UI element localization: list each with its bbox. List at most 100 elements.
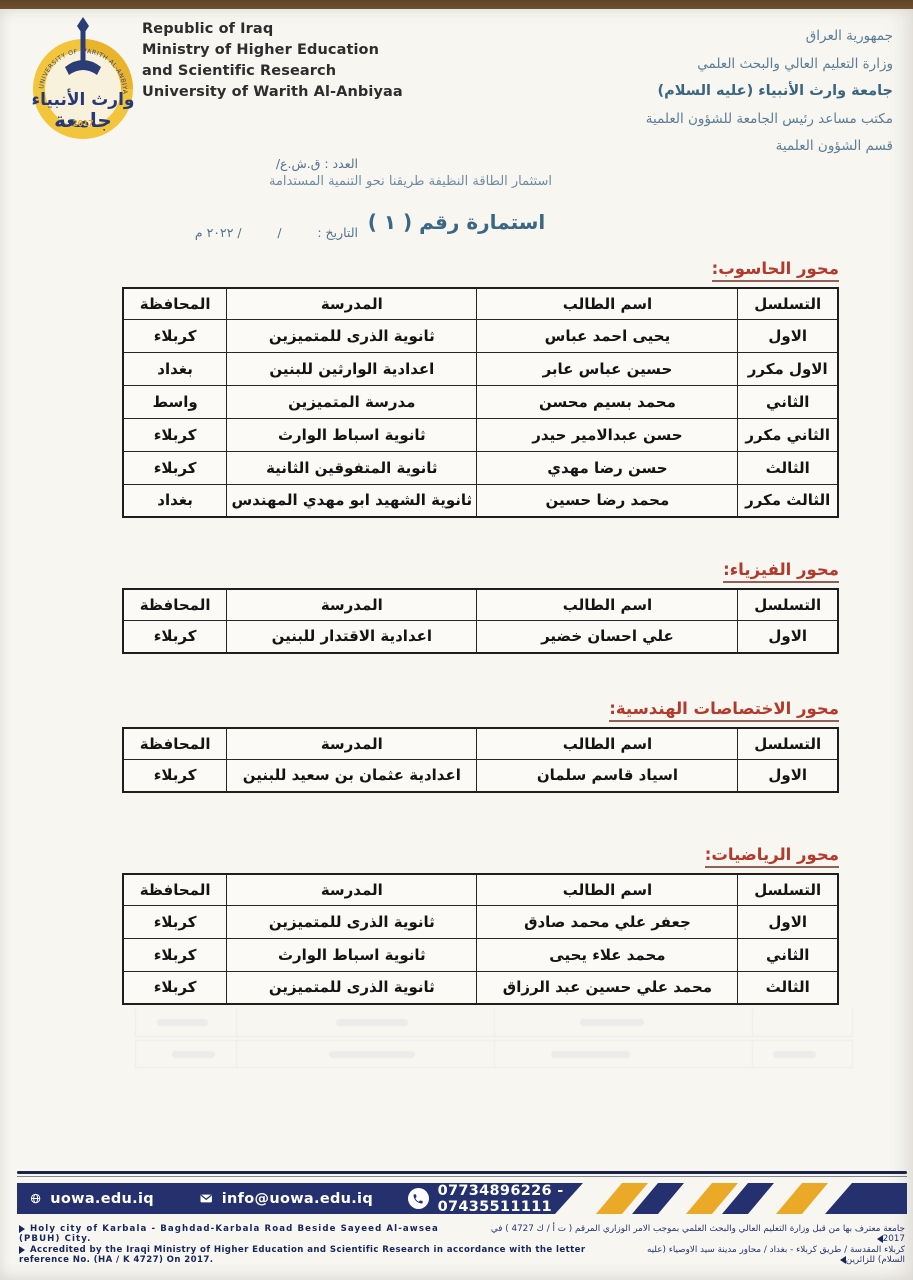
table-cell: الاول [737,318,839,353]
column-header: اسم الطالب [476,873,739,906]
table-cell: ثانوية اسباط الوارث [226,417,478,452]
contact-bar: uowa.edu.iq info@uowa.edu.iq 07734896226… [17,1183,907,1214]
university-motto: استثمار الطاقة النظيفة طريقنا نحو التنمي… [268,174,553,189]
column-header: المحافظة [122,727,228,760]
section-physics: محور الفيزياء: التسلسل اسم الطالب المدرسة ا… [122,560,839,654]
stripe-end-block [825,1183,907,1214]
globe-icon [30,1193,41,1204]
column-header: اسم الطالب [476,588,739,621]
accreditation-arabic: جامعة معترف بها من قبل وزارة التعليم الع… [490,1224,905,1244]
column-header: التسلسل [737,287,839,320]
section-computer: محور الحاسوب: التسلسل اسم الطالب المدرسة ال… [122,259,839,518]
column-header: التسلسل [737,873,839,906]
table-cell: كربلاء [122,970,228,1005]
accreditation-english: Accredited by the Iraqi Ministry of High… [19,1245,586,1265]
section-math: محور الرياضيات: التسلسل اسم الطالب المدرسة… [122,845,839,1005]
table-cell: بغداد [122,351,228,386]
table-cell: كربلاء [122,904,228,939]
table-header-row: التسلسل اسم الطالب المدرسة المحافظة [122,287,839,320]
header-ar-line: مكتب مساعد رئيس الجامعة للشؤون العلمية [645,110,893,127]
footer-rule-thin [17,1176,907,1177]
table-cell: الثاني [737,937,839,972]
phone-icon [407,1188,429,1209]
table-row: الاول جعفر علي محمد صادق ثانوية الذرى للمت… [122,904,839,939]
table-cell: اعدادية الاقتدار للبنين [226,619,478,654]
bullet-icon [839,1255,846,1264]
column-header: المحافظة [122,873,228,906]
document-date-line: التاريخ : / / ٢٠٢٢ م [194,225,358,240]
logo-university-word: جامعة [54,108,112,132]
ministry-header-arabic: جمهورية العراق وزارة التعليم العالي والب… [646,23,893,161]
results-table-computer: التسلسل اسم الطالب المدرسة المحافظة الاول يحي… [122,287,839,518]
table-cell: حسن رضا مهدي [476,450,739,485]
table-cell: كربلاء [122,450,228,485]
table-cell: مدرسة المتميزين [226,384,478,419]
table-cell: كربلاء [122,619,228,654]
address-english: Holy city of Karbala - Baghdad-Karbala R… [19,1224,439,1244]
table-cell: كربلاء [122,318,228,353]
table-cell: كربلاء [122,758,228,793]
column-header: المدرسة [226,727,478,760]
section-title: محور الحاسوب: [711,259,839,282]
number-date-block: العدد : ق.ش.ع/ التاريخ : / / ٢٠٢٢ م [145,106,358,290]
table-cell: الاول مكرر [737,351,839,386]
column-header: المدرسة [226,588,478,621]
section-title: محور الرياضيات: [704,845,839,868]
table-cell: محمد بسيم محسن [476,384,739,419]
table-row: الثالث محمد علي حسين عبد الرزاق ثانوية الذ… [122,970,839,1005]
form-title: استمارة رقم ( ١ ) [367,210,546,234]
results-table-math: التسلسل اسم الطالب المدرسة المحافظة الاول جعف… [122,873,839,1005]
header-ar-line: قسم الشؤون العلمية [775,138,893,154]
table-row: الاول علي احسان خضير اعدادية الاقتدار للبن… [122,619,839,654]
results-table-physics: التسلسل اسم الطالب المدرسة المحافظة الاول علي… [122,588,839,654]
table-cell: الاول [737,758,839,793]
table-header-row: التسلسل اسم الطالب المدرسة المحافظة [122,588,839,621]
table-cell: ثانوية الذرى للمتميزين [226,970,478,1005]
header-ar-line: جامعة وارث الأنبياء (عليه السلام) [657,83,893,99]
logo-year: 2017 [73,119,94,128]
accreditation-line: Accredited by the Iraqi Ministry of High… [19,1245,905,1265]
column-header: اسم الطالب [476,287,739,320]
form-sections: محور الحاسوب: التسلسل اسم الطالب المدرسة ال… [0,259,913,1005]
footer-rule [17,1171,907,1174]
column-header: التسلسل [737,588,839,621]
header-ar-line: جمهورية العراق [805,28,893,44]
table-cell: جعفر علي محمد صادق [476,904,739,939]
table-cell: الاول [737,904,839,939]
table-cell: الثالث [737,970,839,1005]
table-cell: كربلاء [122,937,228,972]
section-title: محور الاختصاصات الهندسية: [609,699,839,722]
table-cell: الثاني [737,384,839,419]
stripe-yellow [775,1183,829,1214]
table-cell: علي احسان خضير [476,619,739,654]
header-en-line: Ministry of Higher Education [142,42,380,58]
table-cell: اسياد قاسم سلمان [476,758,739,793]
table-cell: الثالث [737,450,839,485]
email-text: info@uowa.edu.iq [221,1190,374,1207]
table-row: الثاني مكرر حسن عبدالامير حيدر ثانوية اسبا… [122,417,839,452]
table-header-row: التسلسل اسم الطالب المدرسة المحافظة [122,727,839,760]
bullet-icon [19,1224,25,1233]
results-table-engineering: التسلسل اسم الطالب المدرسة المحافظة الاول اسي… [122,727,839,793]
ministry-header-english: Republic of Iraq Ministry of Higher Educ… [142,19,412,103]
table-cell: كربلاء [122,417,228,452]
table-cell: ثانوية الذرى للمتميزين [226,318,478,353]
table-cell: حسن عبدالامير حيدر [476,417,739,452]
bleed-through-artifact [135,1009,853,1071]
table-cell: الثالث مكرر [737,483,839,518]
section-engineering: محور الاختصاصات الهندسية: التسلسل اسم الط… [122,699,839,793]
table-cell: ثانوية الذرى للمتميزين [226,904,478,939]
table-row: الاول مكرر حسين عباس عابر اعدادية الوارثين… [122,351,839,386]
table-cell: محمد رضا حسين [476,483,739,518]
column-header: المدرسة [226,287,478,320]
header-en-line: University of Warith Al-Anbiyaa [142,84,403,100]
header-ar-line: وزارة التعليم العالي والبحث العلمي [697,55,893,72]
mail-icon [200,1194,213,1203]
table-cell: واسط [122,384,228,419]
table-cell: الثاني مكرر [737,417,839,452]
contact-bar-navy: uowa.edu.iq info@uowa.edu.iq 07734896226… [17,1183,583,1214]
column-header: التسلسل [737,727,839,760]
document-number-line: العدد : ق.ش.ع/ [275,156,358,171]
column-header: المحافظة [122,588,228,621]
table-row: الثاني محمد بسيم محسن مدرسة المتميزين واسط [122,384,839,419]
